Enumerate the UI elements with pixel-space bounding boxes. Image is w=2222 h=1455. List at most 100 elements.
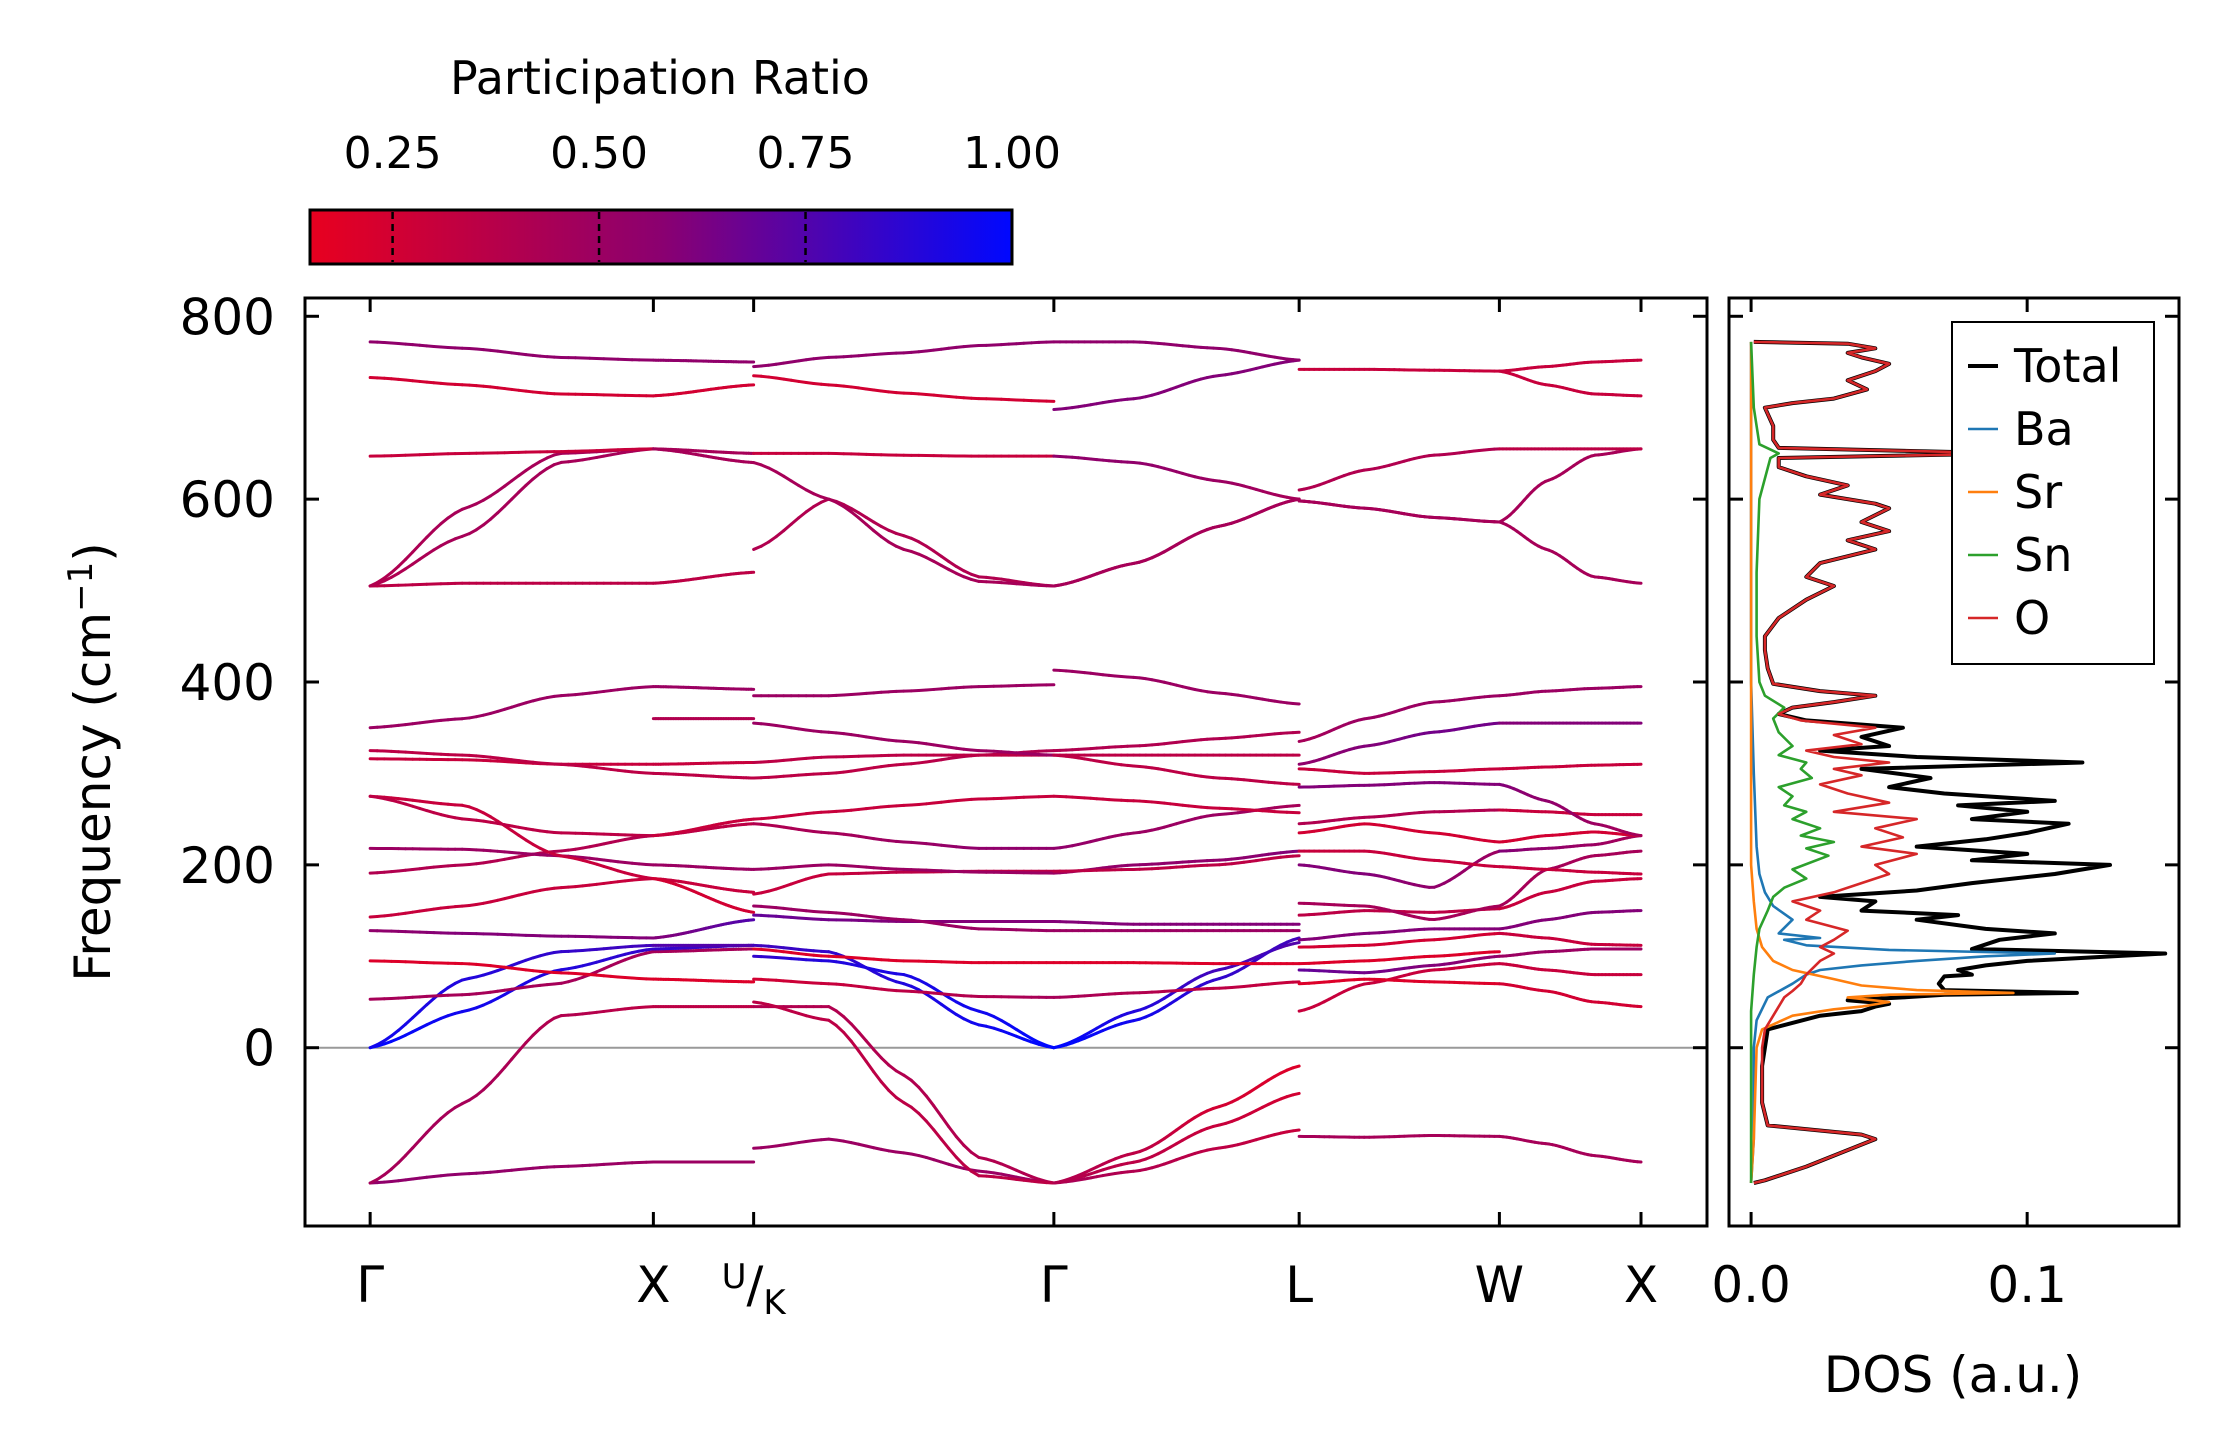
band-line bbox=[879, 1056, 891, 1067]
band-line bbox=[879, 1080, 891, 1092]
band-line bbox=[939, 1002, 951, 1012]
band-line bbox=[804, 505, 816, 514]
band-line bbox=[411, 543, 422, 554]
colorbar-ticks: 0.25 0.50 0.75 1.00 bbox=[344, 128, 1061, 262]
band-line bbox=[432, 1117, 443, 1127]
band-line bbox=[924, 1094, 936, 1108]
band-line bbox=[531, 1027, 542, 1037]
band-line bbox=[496, 504, 507, 515]
band-segment bbox=[1297, 367, 1501, 1139]
band-line bbox=[932, 1104, 943, 1118]
band-line bbox=[842, 1030, 853, 1043]
band-line bbox=[864, 1059, 876, 1074]
band-line bbox=[932, 549, 943, 558]
band-line bbox=[439, 1111, 450, 1121]
band-line bbox=[849, 1022, 861, 1034]
band-line bbox=[954, 1135, 966, 1147]
band-line bbox=[872, 1070, 883, 1084]
band-line bbox=[879, 535, 891, 544]
band-line bbox=[1291, 1091, 1301, 1097]
band-line bbox=[857, 1049, 868, 1063]
band-line bbox=[902, 1073, 913, 1082]
band-line bbox=[932, 1128, 943, 1141]
band-line bbox=[834, 1009, 846, 1019]
band-segment bbox=[1052, 340, 1301, 1185]
band-line bbox=[939, 1114, 951, 1129]
band-line bbox=[531, 471, 542, 481]
band-line bbox=[857, 516, 868, 526]
band-line bbox=[411, 1138, 422, 1150]
band-line bbox=[1291, 936, 1301, 942]
band-line bbox=[382, 1167, 393, 1177]
band-line bbox=[425, 528, 436, 539]
band-line bbox=[538, 1021, 549, 1031]
band-line bbox=[517, 1041, 528, 1053]
colorbar-tick-label: 0.25 bbox=[344, 128, 442, 179]
band-line bbox=[524, 1033, 535, 1045]
band-segment bbox=[368, 340, 655, 1185]
band-line bbox=[396, 557, 408, 568]
band-line bbox=[404, 1146, 415, 1158]
band-line bbox=[917, 1111, 928, 1123]
colorbar-tick-label: 0.75 bbox=[757, 128, 855, 179]
band-line bbox=[524, 477, 535, 487]
band-line bbox=[849, 510, 861, 520]
band-line bbox=[1291, 1128, 1301, 1133]
band-line bbox=[389, 1161, 400, 1171]
band-line bbox=[396, 1154, 408, 1165]
band-line bbox=[1291, 941, 1301, 946]
band-line bbox=[969, 1150, 981, 1159]
band-line bbox=[418, 535, 429, 547]
band-line bbox=[872, 529, 883, 539]
band-line bbox=[481, 517, 493, 527]
band-line bbox=[425, 1123, 436, 1135]
band-line bbox=[404, 1016, 415, 1026]
band-line bbox=[932, 997, 943, 1006]
band-line bbox=[1291, 496, 1301, 501]
colorbar-gradient bbox=[308, 208, 1014, 266]
band-line bbox=[503, 497, 514, 508]
band-line bbox=[939, 554, 951, 564]
band-line bbox=[396, 1022, 408, 1032]
band-line bbox=[939, 1137, 951, 1150]
band-line bbox=[767, 535, 778, 544]
band-line bbox=[1635, 833, 1643, 838]
band-line bbox=[432, 522, 443, 532]
colorbar-tick-label: 1.00 bbox=[963, 128, 1061, 179]
band-line bbox=[894, 1095, 906, 1105]
band-line bbox=[842, 1015, 853, 1026]
band-segment bbox=[752, 340, 1056, 1185]
band-line bbox=[481, 1081, 493, 1092]
band-line bbox=[887, 1088, 898, 1099]
band-line bbox=[503, 1057, 514, 1069]
band-line bbox=[418, 1131, 429, 1142]
band-line bbox=[517, 483, 528, 494]
band-line bbox=[496, 1065, 507, 1078]
band-line bbox=[834, 1023, 846, 1034]
band-line bbox=[842, 505, 853, 514]
band-lines bbox=[305, 340, 1707, 1185]
band-line bbox=[425, 996, 436, 1007]
band-segment bbox=[651, 358, 756, 1164]
band-line bbox=[827, 1018, 838, 1027]
band-line bbox=[909, 1078, 921, 1089]
band-line bbox=[797, 510, 808, 520]
band-segment bbox=[1497, 358, 1643, 1164]
band-line bbox=[947, 1146, 958, 1159]
colorbar-label: Participation Ratio bbox=[450, 51, 870, 105]
band-line bbox=[789, 516, 801, 526]
band-line bbox=[924, 1119, 936, 1132]
band-line bbox=[474, 1088, 485, 1097]
band-line bbox=[962, 1143, 973, 1154]
band-line bbox=[849, 1039, 861, 1053]
band-line bbox=[947, 1125, 958, 1139]
band-line bbox=[872, 1048, 883, 1060]
band-line bbox=[864, 1039, 876, 1052]
band-line bbox=[857, 1030, 868, 1043]
band-line bbox=[887, 1063, 898, 1073]
colorbar-tick-label: 0.50 bbox=[550, 128, 648, 179]
band-line bbox=[774, 529, 786, 539]
band-line bbox=[489, 1074, 500, 1085]
